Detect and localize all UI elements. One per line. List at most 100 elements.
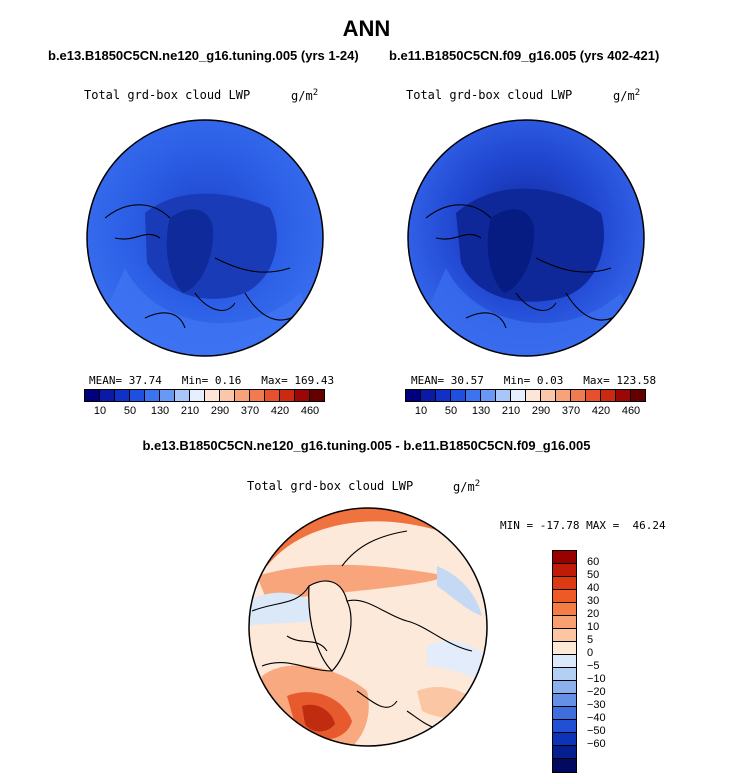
left-colorbar-swatch bbox=[279, 389, 295, 402]
left-colorbar-label: 210 bbox=[180, 405, 200, 417]
right-colorbar-swatch bbox=[465, 389, 481, 402]
left-colorbar-swatch bbox=[309, 389, 325, 402]
right-colorbar-swatch bbox=[615, 389, 631, 402]
diff-coastlines bbox=[251, 530, 473, 730]
diff-colorbar-swatch bbox=[553, 551, 576, 564]
left-mean-value: 37.74 bbox=[128, 374, 162, 387]
right-colorbar-label: 210 bbox=[501, 405, 521, 417]
right-coastlines bbox=[425, 204, 622, 329]
diff-colorbar bbox=[552, 550, 577, 773]
left-min-value: 0.16 bbox=[214, 374, 242, 387]
diff-colorbar-swatch bbox=[553, 681, 576, 694]
diff-cool-west-region bbox=[249, 592, 327, 626]
left-colorbar-swatch bbox=[99, 389, 115, 402]
left-polar-map bbox=[86, 119, 324, 357]
diff-units: g/m2 bbox=[453, 479, 481, 494]
right-colorbar-label: 290 bbox=[531, 405, 551, 417]
right-stats: MEAN= 30.57 Min= 0.03 Max= 123.58 bbox=[411, 374, 657, 387]
right-colorbar-swatch bbox=[555, 389, 571, 402]
diff-colorbar-swatch bbox=[553, 655, 576, 668]
diff-colorbar-swatch bbox=[553, 668, 576, 681]
diff-colorbar-swatch bbox=[553, 720, 576, 733]
diff-min-value: -17.78 bbox=[539, 519, 580, 532]
left-greenland-region bbox=[166, 209, 214, 293]
diff-colorbar-swatch bbox=[553, 629, 576, 642]
left-colorbar-swatch bbox=[129, 389, 145, 402]
diff-colorbar-swatch bbox=[553, 616, 576, 629]
left-colorbar-swatch bbox=[204, 389, 220, 402]
left-colorbar-swatch bbox=[159, 389, 175, 402]
left-variable-label: Total grd-box cloud LWP bbox=[84, 88, 251, 102]
right-greenland-region bbox=[487, 209, 535, 293]
right-map-border bbox=[407, 119, 645, 357]
right-colorbar-swatch bbox=[600, 389, 616, 402]
diff-colorbar-label: −50 bbox=[587, 725, 606, 737]
left-case-title: b.e13.B1850C5CN.ne120_g16.tuning.005 (yr… bbox=[48, 48, 359, 63]
right-colorbar-swatch bbox=[495, 389, 511, 402]
right-colorbar-swatch bbox=[420, 389, 436, 402]
diff-colorbar-swatch bbox=[553, 642, 576, 655]
diff-max-value: 46.24 bbox=[632, 519, 666, 532]
diff-colorbar-swatch bbox=[553, 694, 576, 707]
diff-colorbar-swatch bbox=[553, 707, 576, 720]
left-colorbar-swatch bbox=[249, 389, 265, 402]
diff-colorbar-label: −60 bbox=[587, 738, 606, 750]
diff-map-border bbox=[248, 507, 488, 747]
diff-colorbar-swatch bbox=[553, 746, 576, 759]
diff-colorbar-label: −5 bbox=[587, 660, 600, 672]
diff-colorbar-labels: 60 50 40 30 20 10 5 0 −5 −10 −20 −30 −40 −50 −60 bbox=[587, 550, 627, 750]
left-colorbar-label: 420 bbox=[270, 405, 290, 417]
diff-title: b.e13.B1850C5CN.ne120_g16.tuning.005 - b… bbox=[142, 438, 591, 453]
left-stats: MEAN= 37.74 Min= 0.16 Max= 169.43 bbox=[89, 374, 335, 387]
diff-colorbar-swatch bbox=[553, 564, 576, 577]
diff-colorbar-swatch bbox=[553, 759, 576, 772]
diff-polar-map bbox=[248, 507, 488, 747]
diff-colorbar-label: 60 bbox=[587, 556, 600, 568]
diff-colorbar-label: 40 bbox=[587, 582, 600, 594]
right-colorbar-label: 460 bbox=[621, 405, 641, 417]
right-colorbar-swatch bbox=[525, 389, 541, 402]
diff-colorbar-swatch bbox=[553, 733, 576, 746]
diff-colorbar-swatch bbox=[553, 603, 576, 616]
right-colorbar-swatch bbox=[585, 389, 601, 402]
diff-colorbar-label: 10 bbox=[587, 621, 600, 633]
right-polar-map bbox=[407, 119, 645, 357]
left-colorbar-swatch bbox=[174, 389, 190, 402]
left-colorbar-swatch bbox=[114, 389, 130, 402]
left-colorbar bbox=[84, 389, 325, 402]
left-units: g/m2 bbox=[291, 88, 319, 103]
right-colorbar-swatch bbox=[570, 389, 586, 402]
left-colorbar-label: 130 bbox=[150, 405, 170, 417]
right-colorbar-label: 370 bbox=[561, 405, 581, 417]
left-coastlines bbox=[104, 204, 301, 329]
right-colorbar-labels: 10 50 130 210 290 370 420 460 bbox=[406, 405, 646, 419]
left-colorbar-swatch bbox=[234, 389, 250, 402]
diff-colorbar-label: 50 bbox=[587, 569, 600, 581]
right-colorbar-label: 10 bbox=[414, 405, 428, 417]
right-units: g/m2 bbox=[613, 88, 641, 103]
diff-colorbar-label: −30 bbox=[587, 699, 606, 711]
left-colorbar-swatch bbox=[219, 389, 235, 402]
left-colorbar-swatch bbox=[144, 389, 160, 402]
diff-colorbar-label: −40 bbox=[587, 712, 606, 724]
diff-greenland-outline bbox=[308, 580, 352, 672]
right-min-value: 0.03 bbox=[536, 374, 564, 387]
diff-colorbar-label: −20 bbox=[587, 686, 606, 698]
diff-variable-label: Total grd-box cloud LWP bbox=[247, 479, 414, 493]
right-colorbar-swatch bbox=[450, 389, 466, 402]
right-colorbar bbox=[405, 389, 646, 402]
right-mean-value: 30.57 bbox=[450, 374, 484, 387]
left-colorbar-label: 460 bbox=[300, 405, 320, 417]
left-map-border bbox=[86, 119, 324, 357]
diff-colorbar-swatch bbox=[553, 590, 576, 603]
right-colorbar-swatch bbox=[405, 389, 421, 402]
main-title: ANN bbox=[342, 16, 391, 41]
left-colorbar-swatch bbox=[189, 389, 205, 402]
right-colorbar-swatch bbox=[540, 389, 556, 402]
diff-colorbar-label: 0 bbox=[587, 647, 594, 659]
diff-colorbar-label: 20 bbox=[587, 608, 600, 620]
diff-colorbar-label: −10 bbox=[587, 673, 606, 685]
left-colorbar-label: 10 bbox=[93, 405, 107, 417]
diff-colorbar-label: 5 bbox=[587, 634, 594, 646]
right-colorbar-swatch bbox=[630, 389, 646, 402]
